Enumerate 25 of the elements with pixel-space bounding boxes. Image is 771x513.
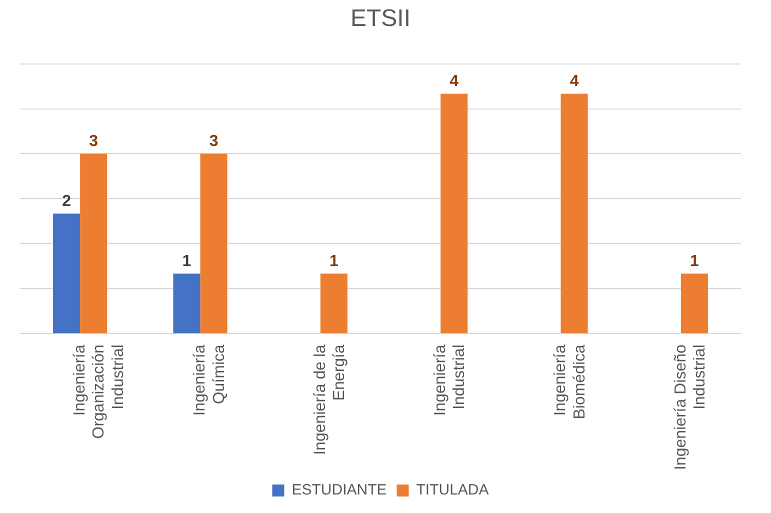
- x-tick-label: Ingeniería Organización Industrial: [71, 344, 127, 439]
- x-tick-label: Ingeniería Química: [192, 344, 228, 416]
- data-label: 2: [62, 193, 72, 210]
- bar: [173, 274, 200, 334]
- bar: [80, 154, 108, 334]
- data-label: 4: [450, 73, 459, 90]
- bar: [560, 94, 588, 334]
- data-label: 4: [570, 73, 579, 90]
- x-tick-label: Ingeniería Biomédica: [552, 344, 588, 420]
- x-tick-label: Ingeniería Diseño Industrial: [672, 344, 709, 470]
- data-label: 3: [89, 133, 98, 150]
- data-label: 3: [209, 133, 218, 150]
- chart-title: ETSII: [350, 5, 411, 32]
- data-label: 1: [329, 253, 338, 270]
- legend-label: TITULADA: [416, 482, 489, 499]
- x-tick-label: Ingeniería de la Energía: [312, 344, 348, 455]
- x-tick-label: Ingeniería Industrial: [432, 344, 468, 416]
- data-label: 1: [690, 253, 699, 270]
- bar: [200, 154, 228, 334]
- bar: [440, 94, 468, 334]
- legend-label: ESTUDIANTE: [292, 482, 387, 499]
- bar: [53, 214, 80, 334]
- bar: [320, 274, 348, 334]
- bar: [680, 274, 708, 334]
- data-label: 1: [182, 253, 192, 270]
